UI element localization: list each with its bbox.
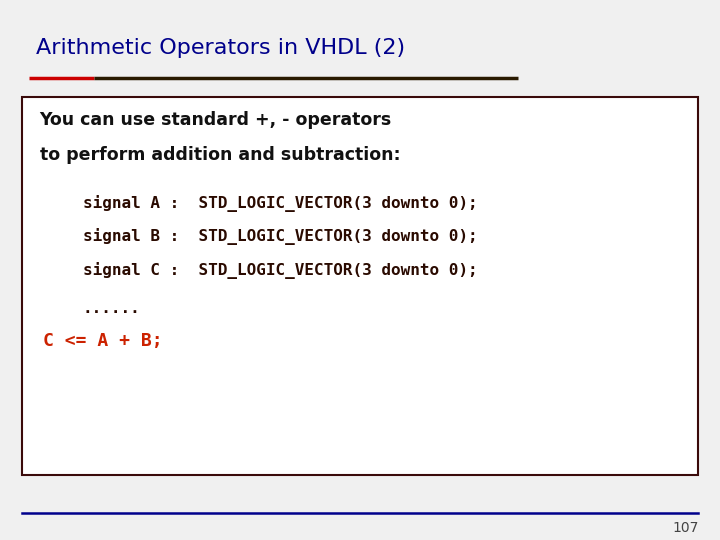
Text: Arithmetic Operators in VHDL (2): Arithmetic Operators in VHDL (2) bbox=[36, 38, 405, 58]
Text: C <= A + B;: C <= A + B; bbox=[43, 332, 163, 349]
Text: ......: ...... bbox=[83, 301, 140, 316]
Text: signal C :  STD_LOGIC_VECTOR(3 downto 0);: signal C : STD_LOGIC_VECTOR(3 downto 0); bbox=[83, 262, 477, 279]
Text: signal A :  STD_LOGIC_VECTOR(3 downto 0);: signal A : STD_LOGIC_VECTOR(3 downto 0); bbox=[83, 195, 477, 212]
Text: signal B :  STD_LOGIC_VECTOR(3 downto 0);: signal B : STD_LOGIC_VECTOR(3 downto 0); bbox=[83, 228, 477, 245]
Text: to perform addition and subtraction:: to perform addition and subtraction: bbox=[40, 146, 400, 164]
Text: 107: 107 bbox=[672, 521, 698, 535]
Text: You can use standard +, - operators: You can use standard +, - operators bbox=[40, 111, 392, 129]
FancyBboxPatch shape bbox=[22, 97, 698, 475]
